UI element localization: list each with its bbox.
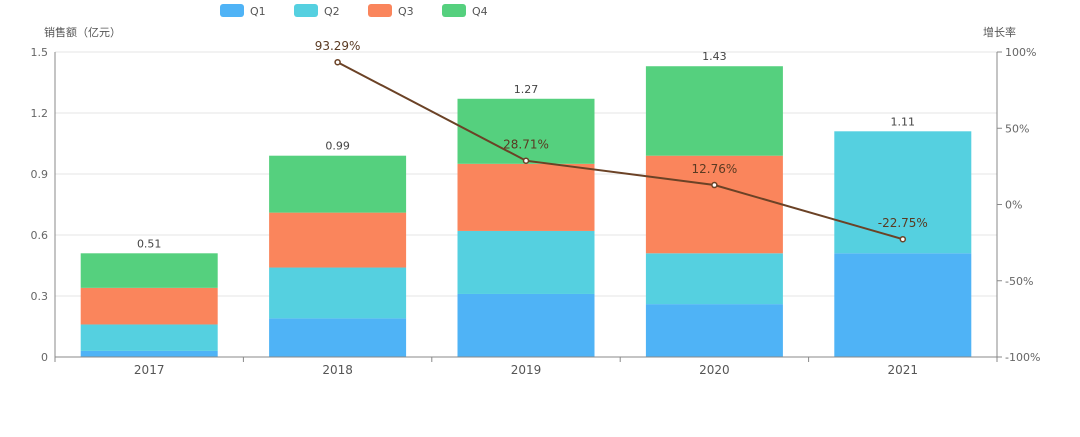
bar-2020-q1 xyxy=(645,304,783,357)
growth-label-2021: -22.75% xyxy=(878,216,928,230)
growth-point-2018 xyxy=(334,58,341,66)
x-tick-label: 2021 xyxy=(888,363,919,377)
bar-2020-q3 xyxy=(645,155,783,254)
growth-point-2019 xyxy=(522,157,530,164)
bar-2018-q3 xyxy=(269,212,407,268)
growth-line: 93.29% 28.71% 12.76% -22.75% xyxy=(315,39,928,243)
y2-tick-label: 0% xyxy=(1005,199,1022,212)
bar-2017-q2 xyxy=(80,324,218,351)
legend-label-q2: Q2 xyxy=(324,5,340,18)
growth-label-2019: 28.71% xyxy=(503,138,549,152)
y2-tick-label: -50% xyxy=(1005,275,1033,288)
x-tick-label: 2019 xyxy=(511,363,542,377)
total-label-2019: 1.27 xyxy=(514,83,539,96)
growth-label-2018: 93.29% xyxy=(315,39,361,53)
y-tick-label: 0.3 xyxy=(31,290,49,303)
bar-2020-q4 xyxy=(645,66,783,156)
legend-label-q1: Q1 xyxy=(250,5,266,18)
growth-point-2021 xyxy=(899,235,907,243)
axes: 2017 2018 2019 2020 2021 xyxy=(54,52,998,377)
bar-2019-q4 xyxy=(457,98,595,164)
y-tick-label: 1.5 xyxy=(31,46,49,59)
y2-tick-label: 50% xyxy=(1005,122,1029,135)
legend-swatch-q2 xyxy=(294,4,318,17)
growth-polyline xyxy=(337,61,904,241)
legend-swatch-q1 xyxy=(220,4,244,17)
total-labels: 0.51 0.99 1.27 1.43 1.11 xyxy=(137,50,915,250)
legend-label-q4: Q4 xyxy=(472,5,488,18)
total-label-2021: 1.11 xyxy=(891,115,916,128)
bar-2017-q4 xyxy=(80,253,218,288)
bar-2021-q1 xyxy=(834,253,972,357)
y-tick-label: 0.9 xyxy=(31,168,49,181)
y-tick-label: 1.2 xyxy=(31,107,49,120)
bar-2021-q2 xyxy=(834,131,972,254)
x-tick-label: 2018 xyxy=(322,363,353,377)
bar-2019-q2 xyxy=(457,230,595,294)
total-label-2017: 0.51 xyxy=(137,237,162,250)
y2-tick-label: -100% xyxy=(1005,351,1040,364)
growth-point-2020 xyxy=(711,181,718,189)
total-label-2018: 0.99 xyxy=(325,140,350,153)
legend-swatch-q3 xyxy=(368,4,392,17)
legend: Q1 Q2 Q3 Q4 xyxy=(220,4,488,18)
growth-label-2020: 12.76% xyxy=(692,162,738,176)
y2-tick-label: 100% xyxy=(1005,46,1036,59)
bar-2017-q1 xyxy=(80,350,218,357)
bar-2018-q4 xyxy=(269,155,407,213)
legend-label-q3: Q3 xyxy=(398,5,414,18)
bar-2017-q3 xyxy=(80,287,218,325)
bar-2018-q2 xyxy=(269,267,407,319)
x-tick-label: 2017 xyxy=(134,363,165,377)
bar-2019-q1 xyxy=(457,293,595,357)
y-tick-label: 0 xyxy=(41,351,48,364)
legend-swatch-q4 xyxy=(442,4,466,17)
bar-2019-q3 xyxy=(457,163,595,231)
bar-2018-q1 xyxy=(269,318,407,357)
bar-2020-q2 xyxy=(645,253,783,305)
total-label-2020: 1.43 xyxy=(702,50,727,63)
y-axis-title: 销售额（亿元） xyxy=(44,25,121,39)
x-tick-label: 2020 xyxy=(699,363,730,377)
y-tick-label: 0.6 xyxy=(31,229,49,242)
y2-axis-title: 增长率 xyxy=(983,25,1016,39)
bars xyxy=(80,66,972,357)
